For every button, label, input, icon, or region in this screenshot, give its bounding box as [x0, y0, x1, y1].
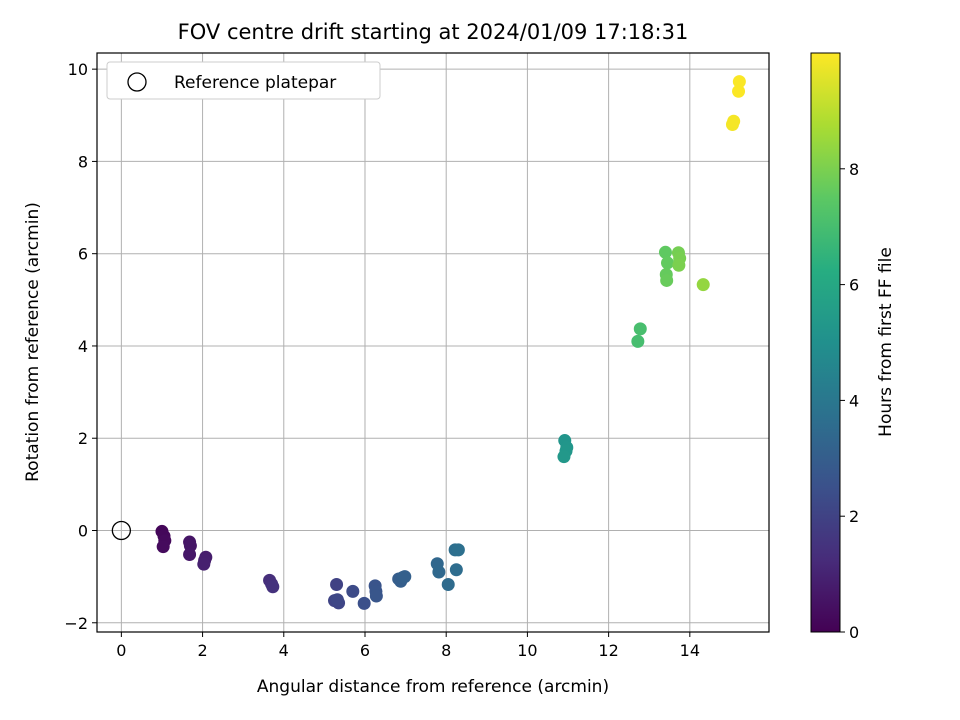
data-point [432, 565, 446, 579]
legend-entry-reference: Reference platepar [174, 73, 336, 93]
data-point [672, 258, 686, 272]
data-point [631, 334, 645, 348]
legend: Reference platepar [106, 61, 381, 100]
x-axis-label: Angular distance from reference (arcmin) [257, 677, 609, 697]
data-point [660, 273, 674, 287]
data-point [449, 563, 463, 577]
data-point [330, 577, 344, 591]
colorbar-label: Hours from first FF file [876, 247, 896, 437]
colorbar-tick-label: 8 [849, 160, 859, 179]
data-point [197, 557, 211, 571]
x-tick-label: 0 [116, 641, 126, 660]
y-tick-label: 4 [78, 337, 88, 356]
y-axis-ticks: −2 0 2 4 6 8 10 [64, 60, 97, 633]
data-point [266, 580, 280, 594]
data-point [696, 278, 710, 292]
colorbar-tick-label: 2 [849, 507, 859, 526]
x-tick-label: 14 [680, 641, 700, 660]
data-point [732, 84, 746, 98]
data-point [557, 450, 571, 464]
x-tick-label: 6 [360, 641, 370, 660]
x-tick-label: 2 [197, 641, 207, 660]
colorbar-tick-label: 0 [849, 623, 859, 642]
legend-reference-marker-icon [127, 72, 147, 92]
data-point [451, 543, 465, 557]
x-tick-label: 10 [517, 641, 537, 660]
colorbar-tick-label: 4 [849, 391, 859, 410]
reference-platepar-marker [111, 520, 132, 541]
y-axis-label: Rotation from reference (arcmin) [23, 202, 43, 482]
chart-title: FOV centre drift starting at 2024/01/09 … [178, 20, 689, 44]
data-point [357, 596, 371, 610]
colorbar-ticks: 0 2 4 6 8 [840, 160, 859, 642]
grid [97, 53, 769, 632]
x-tick-label: 4 [279, 641, 289, 660]
x-tick-label: 8 [441, 641, 451, 660]
data-point [369, 589, 383, 603]
data-point [658, 245, 672, 259]
plot-frame [96, 52, 770, 633]
reference-marker [111, 520, 132, 541]
data-point [330, 593, 344, 607]
data-point [732, 75, 746, 89]
y-tick-label: −2 [64, 614, 88, 633]
y-tick-label: 2 [78, 429, 88, 448]
data-point [441, 577, 455, 591]
x-tick-label: 12 [598, 641, 618, 660]
legend-box [106, 61, 381, 100]
data-point [727, 114, 741, 128]
data-point [156, 540, 170, 554]
y-tick-label: 0 [78, 522, 88, 541]
data-point [660, 256, 674, 270]
data-point [633, 322, 647, 336]
y-tick-label: 10 [68, 60, 88, 79]
y-tick-label: 6 [78, 245, 88, 264]
y-tick-label: 8 [78, 152, 88, 171]
data-points [155, 75, 746, 610]
data-point [183, 547, 197, 561]
data-point [398, 570, 412, 584]
colorbar [810, 52, 841, 633]
colorbar-tick-label: 6 [849, 276, 859, 295]
x-axis-ticks: 0 2 4 6 8 10 12 14 [116, 632, 700, 660]
data-point [346, 584, 360, 598]
